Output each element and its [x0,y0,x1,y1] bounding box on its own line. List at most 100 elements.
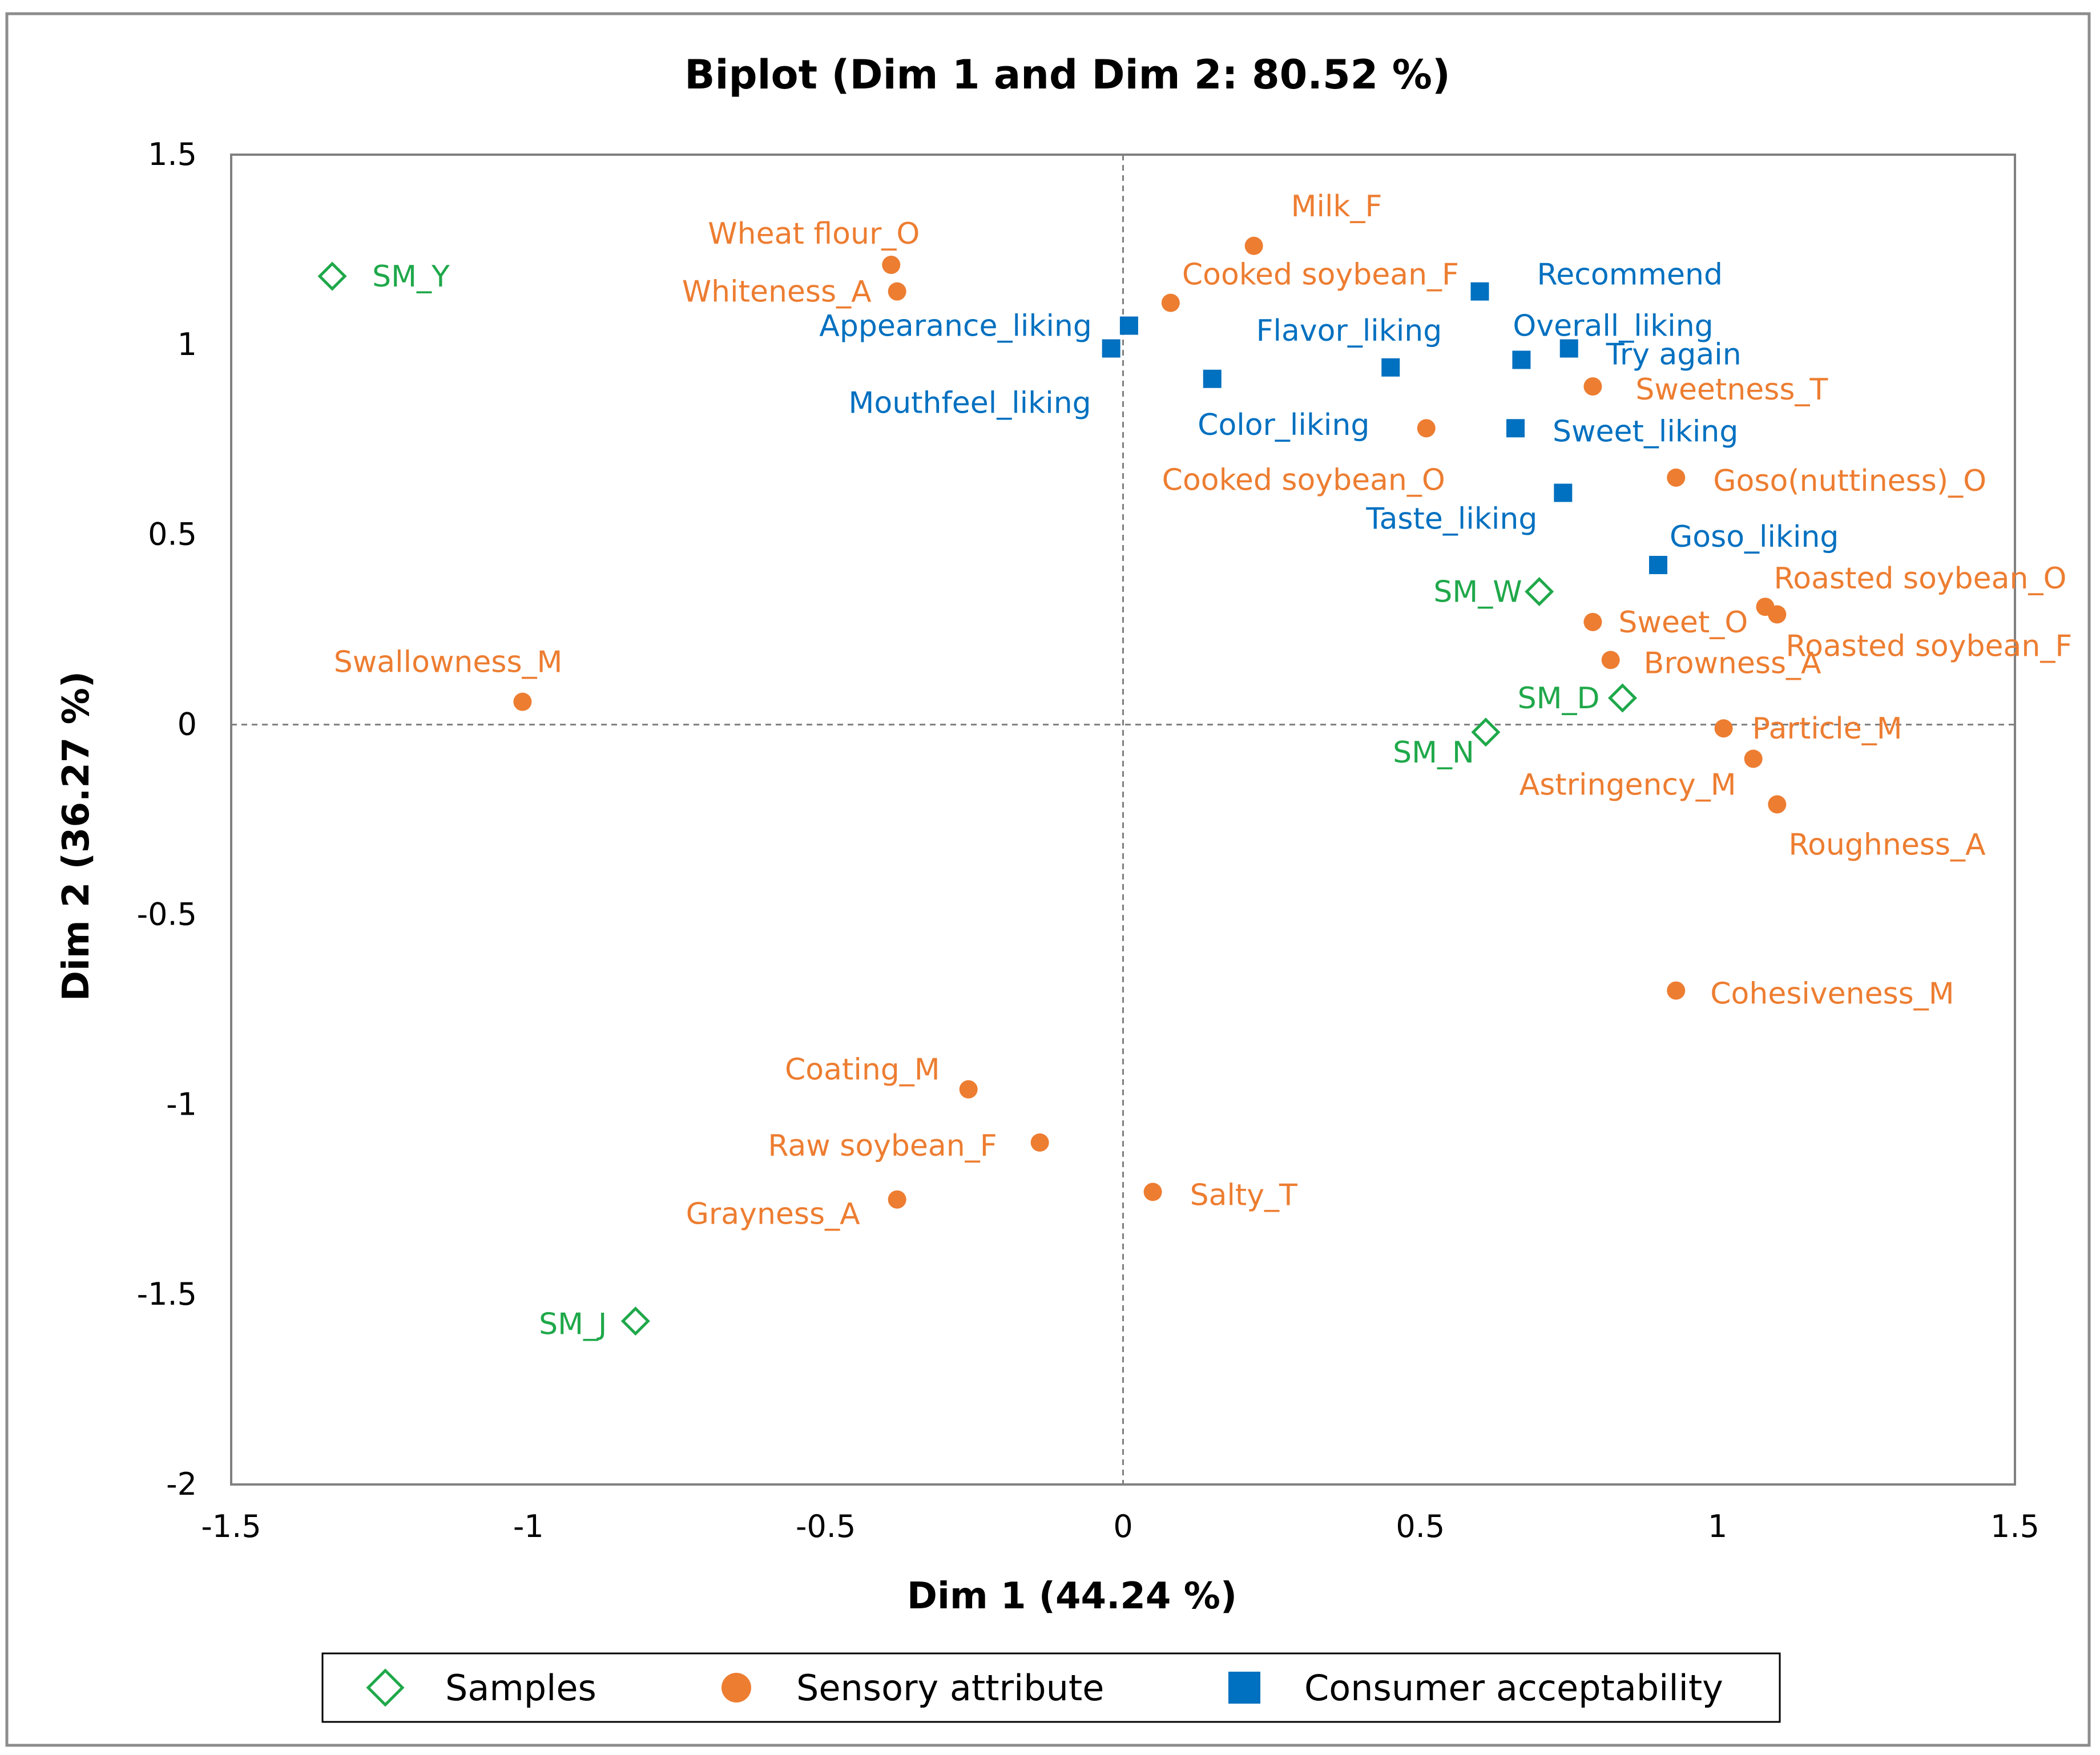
y-tick-label: 0.5 [148,517,197,552]
label-cooked-soybean-f: Cooked soybean_F [1182,258,1459,292]
x-axis-ticks: -1.5 -1 -0.5 0 0.5 1 1.5 [201,1508,2039,1544]
y-tick-label: -0.5 [137,896,197,932]
sensory-point-whiteness-a [888,282,906,301]
data-points [317,236,1787,1336]
label-sm-w: SM_W [1433,575,1522,610]
consumer-point-try-again [1559,339,1578,358]
legend-box [321,1652,1781,1723]
label-cohesiveness-m: Cohesiveness_M [1710,977,1954,1011]
x-tick-label: 0 [1113,1508,1132,1544]
label-sweet-liking: Sweet_liking [1553,414,1738,449]
sensory-point-browness-a [1601,651,1620,669]
label-raw-soybean-f: Raw soybean_F [768,1129,997,1163]
label-roasted-soybean-f: Roasted soybean_F [1785,630,2072,664]
label-sweetness-t: Sweetness_T [1635,373,1828,407]
sensory-point-sweet-o [1583,612,1602,631]
y-tick-label: -2 [166,1466,197,1502]
label-taste-liking: Taste_liking [1365,502,1537,536]
sensory-point-roasted-soybean-f [1768,605,1787,624]
y-axis-ticks: -2 -1.5 -1 -0.5 0 0.5 1 1.5 [137,136,197,1502]
label-milk-f: Milk_F [1291,189,1382,224]
sample-point-sm-d [1607,683,1638,713]
sensory-point-cooked-soybean-f [1161,293,1180,312]
label-particle-m: Particle_M [1752,712,1903,746]
label-color-liking: Color_liking [1198,408,1369,442]
y-tick-label: 1 [178,326,197,362]
label-overall-liking: Overall_liking [1513,309,1713,343]
point-labels: SM_Y SM_W SM_D SM_N SM_J Wheat flour_O Whitene… [334,189,2072,1342]
legend-label-samples: Samples [445,1667,596,1709]
sensory-point-swallowness-m [513,692,532,711]
consumer-point-recommend [1470,282,1489,301]
sensory-point-cohesiveness-m [1667,981,1686,1000]
x-tick-label: -1 [513,1508,544,1544]
sensory-point-wheat-flour-o [882,256,901,275]
label-browness-a: Browness_A [1644,646,1821,680]
sensory-point-coating-m [959,1080,978,1099]
x-tick-label: 1.5 [1990,1508,2039,1544]
consumer-point-sweet-liking [1506,419,1525,438]
sensory-point-salty-t [1143,1183,1162,1201]
consumer-point-taste-liking [1554,483,1573,502]
sample-point-sm-w [1525,577,1554,607]
y-tick-label: 0 [178,707,197,743]
consumer-point-goso-liking [1649,555,1667,574]
plot-area [230,154,2016,1486]
label-goso-liking: Goso_liking [1670,520,1839,554]
label-cooked-soybean-o: Cooked soybean_O [1162,463,1445,497]
label-mouthfeel-liking: Mouthfeel_liking [849,386,1091,421]
x-axis-title: Dim 1 (44.24 %) [907,1575,1237,1617]
sensory-point-cooked-soybean-o [1417,419,1436,438]
label-coating-m: Coating_M [785,1053,940,1087]
consumer-point-appearance-liking [1119,316,1138,335]
label-appearance-liking: Appearance_liking [819,309,1092,344]
sensory-point-sweetness-t [1583,377,1602,396]
sensory-point-astringency-m [1744,749,1763,768]
label-sm-y: SM_Y [372,260,450,294]
consumer-point-mouthfeel-liking [1102,339,1120,358]
sample-point-sm-n [1471,717,1501,747]
label-swallowness-m: Swallowness_M [334,645,563,680]
label-sm-j: SM_J [539,1308,607,1342]
label-whiteness-a: Whiteness_A [682,275,872,309]
legend-marker-samples [366,1668,405,1707]
label-salty-t: Salty_T [1190,1178,1297,1212]
x-tick-label: -1.5 [201,1508,261,1544]
label-flavor-liking: Flavor_liking [1256,314,1442,348]
x-tick-label: 0.5 [1396,1508,1445,1544]
sensory-point-roughness-a [1768,795,1787,814]
legend-label-sensory-attribute: Sensory attribute [796,1667,1104,1709]
x-tick-label: -0.5 [796,1508,856,1544]
sensory-point-milk-f [1244,236,1263,255]
label-roughness-a: Roughness_A [1788,828,1986,862]
y-tick-label: -1 [166,1086,197,1122]
chart-title: Biplot (Dim 1 and Dim 2: 80.52 %) [684,51,1450,98]
label-wheat-flour-o: Wheat flour_O [708,217,920,251]
y-axis-title: Dim 2 (36.27 %) [55,671,98,1001]
consumer-point-flavor-liking [1381,358,1400,377]
consumer-point-color-liking [1203,369,1222,388]
sensory-point-raw-soybean-f [1030,1133,1049,1152]
legend-marker-sensory-attribute [722,1673,751,1702]
x-tick-label: 1 [1708,1508,1727,1544]
sensory-point-particle-m [1714,719,1733,738]
consumer-point-overall-liking [1512,350,1531,369]
label-sweet-o: Sweet_O [1618,606,1748,640]
label-grayness-a: Grayness_A [686,1197,860,1232]
label-recommend: Recommend [1537,258,1723,292]
label-astringency-m: Astringency_M [1519,768,1736,802]
y-tick-label: -1.5 [137,1276,197,1312]
label-sm-d: SM_D [1518,681,1600,716]
sample-point-sm-y [317,261,347,291]
legend-label-consumer-acceptability: Consumer acceptability [1304,1667,1723,1709]
legend-marker-consumer-acceptability [1228,1672,1260,1704]
sensory-point-goso-nuttiness-o [1667,468,1686,487]
legend: Samples Sensory attribute Consumer accepta… [321,1652,1781,1723]
label-try-again: Try again [1606,338,1742,372]
sample-point-sm-j [620,1306,650,1336]
label-roasted-soybean-o: Roasted soybean_O [1774,562,2067,596]
y-tick-label: 1.5 [148,136,197,172]
sensory-point-grayness-a [888,1190,906,1209]
label-goso-nuttiness-o: Goso(nuttiness)_O [1713,464,1986,498]
